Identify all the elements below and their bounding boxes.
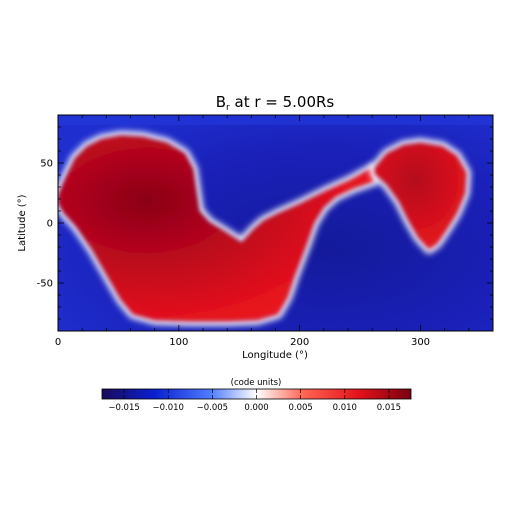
plot-area	[58, 115, 493, 331]
axes: 0 100 200 300 50 0 -50	[37, 114, 494, 348]
polarity-regions	[58, 130, 471, 326]
colorbar-tick-label: 0.000	[244, 403, 268, 413]
y-axis-title: Latitude (°)	[17, 194, 28, 251]
x-tick-label: 100	[169, 337, 188, 348]
colorbar-tick-label: −0.015	[108, 403, 139, 413]
y-tick-label: 0	[47, 219, 53, 230]
colorbar-label: (code units)	[231, 378, 282, 388]
colorbar-tick-label: −0.005	[197, 403, 228, 413]
positive-polarity-left	[58, 135, 375, 322]
chart-title: Br at r = 5.00Rs	[216, 93, 335, 113]
x-tick-label: 0	[55, 337, 61, 348]
colorbar-ticks: −0.015 −0.010 −0.005 0.000 0.005 0.010 0.015	[108, 389, 401, 413]
colorbar-tick-label: −0.010	[152, 403, 183, 413]
colorbar-tick-label: 0.010	[333, 403, 357, 413]
colorbar-tick-label: 0.005	[288, 403, 312, 413]
positive-polarity-right	[374, 142, 467, 250]
y-tick-label: -50	[37, 279, 53, 290]
north-pole-band	[58, 115, 493, 125]
x-tick-label: 200	[290, 337, 309, 348]
colorbar-tick-label: 0.015	[377, 403, 401, 413]
x-axis-title: Longitude (°)	[242, 350, 308, 361]
x-tick-label: 300	[411, 337, 430, 348]
y-tick-label: 50	[40, 159, 53, 170]
